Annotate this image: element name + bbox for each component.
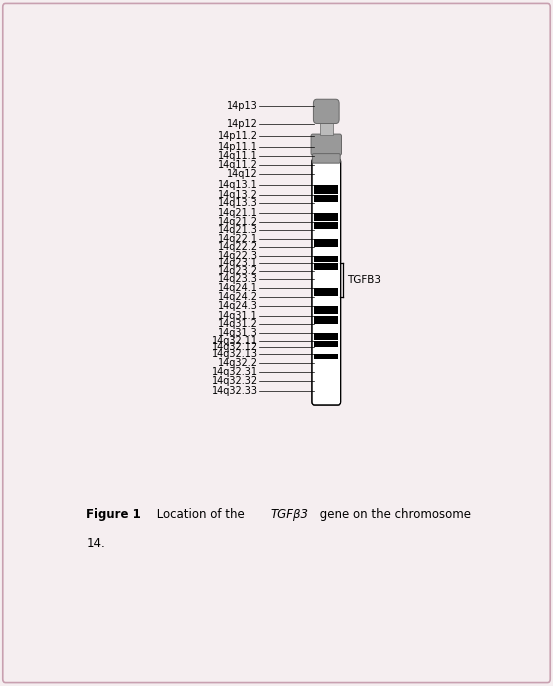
Text: 14q24.2: 14q24.2 [218, 292, 258, 302]
Text: 14p13: 14p13 [227, 101, 258, 111]
Text: 14q21.1: 14q21.1 [218, 208, 258, 217]
Text: 14q24.3: 14q24.3 [218, 301, 258, 311]
Text: TGFβ3: TGFβ3 [270, 508, 309, 521]
Bar [315, 288, 338, 296]
Text: 14q23.2: 14q23.2 [218, 266, 258, 276]
Text: 14q21.3: 14q21.3 [218, 225, 258, 235]
Bar [315, 306, 338, 314]
FancyBboxPatch shape [311, 134, 342, 155]
Bar [315, 213, 338, 222]
Bar [315, 316, 338, 324]
Text: 14q32.32: 14q32.32 [212, 376, 258, 386]
Bar [315, 195, 338, 202]
Text: TGFB3: TGFB3 [347, 275, 382, 285]
Text: 14q32.13: 14q32.13 [212, 348, 258, 359]
Text: 14q11.2: 14q11.2 [218, 161, 258, 170]
Text: 14q32.2: 14q32.2 [218, 358, 258, 368]
Text: 14p11.1: 14p11.1 [218, 142, 258, 152]
Text: 14q31.2: 14q31.2 [218, 319, 258, 329]
Text: 14q31.3: 14q31.3 [218, 328, 258, 338]
Bar [315, 256, 338, 262]
Text: 14q12: 14q12 [227, 169, 258, 179]
Text: 14q23.3: 14q23.3 [218, 274, 258, 284]
Bar [315, 222, 338, 229]
Text: Location of the: Location of the [153, 508, 248, 521]
Bar [315, 333, 338, 340]
Bar [315, 354, 338, 359]
Bar [315, 341, 338, 347]
Text: 14q32.11: 14q32.11 [212, 335, 258, 346]
Text: 14p11.2: 14p11.2 [218, 131, 258, 141]
Text: 14q13.2: 14q13.2 [218, 190, 258, 200]
Bar [315, 239, 338, 246]
Text: gene on the chromosome: gene on the chromosome [316, 508, 471, 521]
Text: 14q22.3: 14q22.3 [218, 250, 258, 261]
Bar [315, 263, 338, 270]
Text: 14q32.12: 14q32.12 [212, 342, 258, 353]
Text: Figure 1: Figure 1 [86, 508, 141, 521]
Bar [315, 185, 338, 194]
Text: 14q22.1: 14q22.1 [218, 234, 258, 244]
Bar [320, 119, 333, 135]
FancyBboxPatch shape [314, 99, 339, 123]
Text: 14q32.31: 14q32.31 [212, 367, 258, 377]
Text: 14q24.1: 14q24.1 [218, 283, 258, 294]
FancyBboxPatch shape [312, 154, 340, 163]
Text: 14p12: 14p12 [227, 119, 258, 128]
Text: 14.: 14. [86, 536, 105, 549]
Text: 14q31.1: 14q31.1 [218, 311, 258, 321]
Text: 14q22.2: 14q22.2 [217, 242, 258, 252]
FancyBboxPatch shape [312, 158, 341, 405]
Text: 14q11.1: 14q11.1 [218, 152, 258, 161]
Text: 14q13.1: 14q13.1 [218, 180, 258, 190]
Text: 14q32.33: 14q32.33 [212, 386, 258, 397]
Text: 14q23.1: 14q23.1 [218, 259, 258, 268]
Text: 14q21.2: 14q21.2 [218, 217, 258, 227]
Text: 14q13.3: 14q13.3 [218, 198, 258, 208]
